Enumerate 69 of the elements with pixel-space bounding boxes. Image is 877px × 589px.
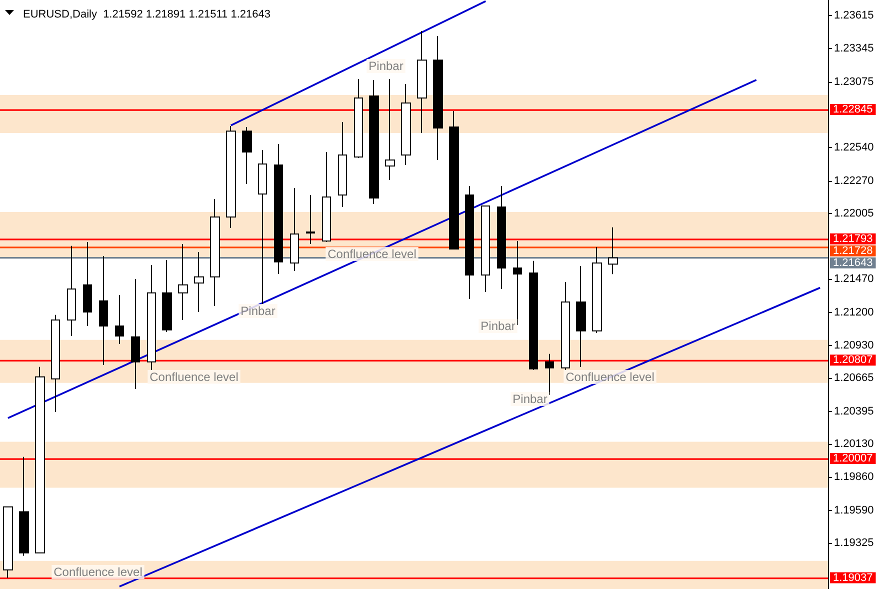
annotation: Pinbar	[480, 319, 516, 333]
y-tick-label: 1.23075	[834, 76, 874, 88]
candlestick	[529, 260, 538, 370]
candlestick	[385, 78, 395, 181]
candlestick	[592, 246, 602, 334]
candlestick	[576, 265, 586, 368]
candlestick	[497, 186, 506, 290]
candlestick	[115, 294, 124, 344]
candlestick	[242, 126, 252, 184]
candlestick	[3, 506, 13, 578]
y-tick-label: 1.22540	[834, 142, 874, 154]
y-tick-label: 1.19325	[834, 536, 874, 549]
y-tick-label: 1.23615	[834, 9, 874, 22]
candlestick	[290, 188, 299, 272]
ref-line-label: 1.19037	[833, 572, 873, 584]
candlestick	[35, 366, 45, 554]
y-tick-label: 1.20665	[834, 372, 874, 384]
annotation: Pinbar	[240, 304, 276, 318]
candlestick	[481, 205, 490, 292]
annotation: Confluence level	[150, 370, 238, 384]
ref-line-label: 1.21728	[833, 244, 873, 257]
candlestick	[226, 126, 236, 228]
ref-line-label: 1.22845	[833, 104, 873, 116]
y-tick-label: 1.22270	[834, 174, 874, 187]
y-tick-label: 1.19860	[834, 471, 874, 484]
candlestick	[51, 314, 60, 412]
candlestick	[322, 151, 331, 242]
candlestick	[401, 84, 411, 166]
ref-line-label: 1.20807	[833, 354, 873, 366]
candlestick	[19, 456, 29, 556]
annotation: Pinbar	[512, 392, 548, 406]
annotation: Confluence level	[566, 370, 654, 384]
y-tick-label: 1.20395	[834, 405, 874, 418]
y-tick-label: 1.19590	[834, 504, 874, 516]
text: EURUSD,Daily 1.21592 1.21891 1.21511 1.21643	[23, 8, 270, 20]
candlestick	[465, 186, 474, 300]
candlestick	[194, 251, 204, 312]
y-tick-label: 1.21200	[834, 306, 874, 318]
candlestick	[449, 110, 459, 250]
candlestick	[67, 245, 76, 336]
candlestick	[608, 226, 618, 275]
y-tick-label: 1.20130	[834, 438, 874, 450]
candlestick	[210, 198, 220, 306]
candlestick	[99, 256, 108, 366]
y-tick-label: 1.20930	[834, 340, 874, 352]
candlestick	[147, 264, 156, 370]
candlestick	[306, 194, 315, 244]
ref-line-label: 1.21793	[833, 232, 873, 245]
candlestick	[83, 241, 92, 326]
annotation: Confluence level	[328, 247, 416, 261]
candlestick	[561, 281, 570, 370]
candlestick	[354, 78, 363, 159]
candlestick	[338, 121, 347, 208]
candlestick	[433, 36, 443, 160]
candlestick	[417, 30, 427, 134]
ref-line-label: 1.20007	[833, 452, 873, 465]
candlestick	[162, 259, 172, 332]
candlestick	[131, 278, 140, 390]
candlestick	[258, 150, 267, 304]
candlestick	[369, 80, 379, 204]
ref-line-label: 1.21643	[833, 256, 873, 269]
y-tick-label: 1.23345	[834, 42, 874, 55]
annotation: Pinbar	[368, 59, 404, 73]
candlestick	[274, 143, 283, 274]
candlestick	[178, 243, 188, 320]
y-tick-label: 1.22005	[834, 207, 874, 220]
y-tick-label: 1.21470	[834, 273, 874, 286]
candlestick	[545, 353, 554, 396]
annotation: Confluence level	[54, 565, 142, 579]
